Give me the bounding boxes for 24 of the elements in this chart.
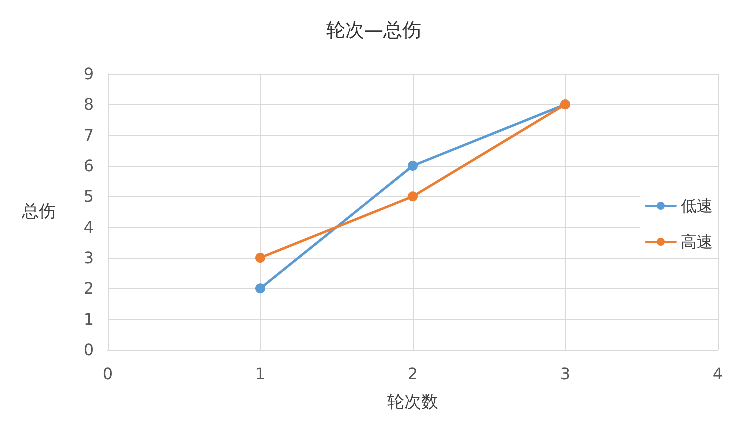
y-tick-label: 9 xyxy=(84,64,94,84)
x-tick-label: 3 xyxy=(560,364,571,384)
y-tick-label: 2 xyxy=(84,279,94,298)
x-tick-label: 2 xyxy=(408,364,418,384)
chart-title: 轮次—总伤 xyxy=(326,20,422,42)
x-tick-label: 0 xyxy=(102,364,114,384)
x-tick-label: 4 xyxy=(712,364,724,384)
x-axis-title: 轮次数 xyxy=(388,392,438,412)
point xyxy=(256,253,266,263)
point xyxy=(256,284,266,294)
y-tick-label: 8 xyxy=(84,95,94,114)
y-tick-label: 0 xyxy=(84,340,94,360)
y-tick-label: 3 xyxy=(84,248,94,268)
y-tick-label: 5 xyxy=(84,187,94,206)
x-tick-label: 1 xyxy=(255,364,266,384)
y-tick-label: 7 xyxy=(84,126,94,145)
legend-label: 高速 xyxy=(681,232,713,252)
y-tick-label: 1 xyxy=(84,310,94,329)
y-axis-title: 总伤 xyxy=(21,202,56,222)
y-tick-label: 6 xyxy=(84,156,94,176)
point xyxy=(408,161,418,171)
point xyxy=(408,192,418,202)
legend-label: 低速 xyxy=(681,196,713,216)
y-tick-label: 4 xyxy=(84,218,94,237)
